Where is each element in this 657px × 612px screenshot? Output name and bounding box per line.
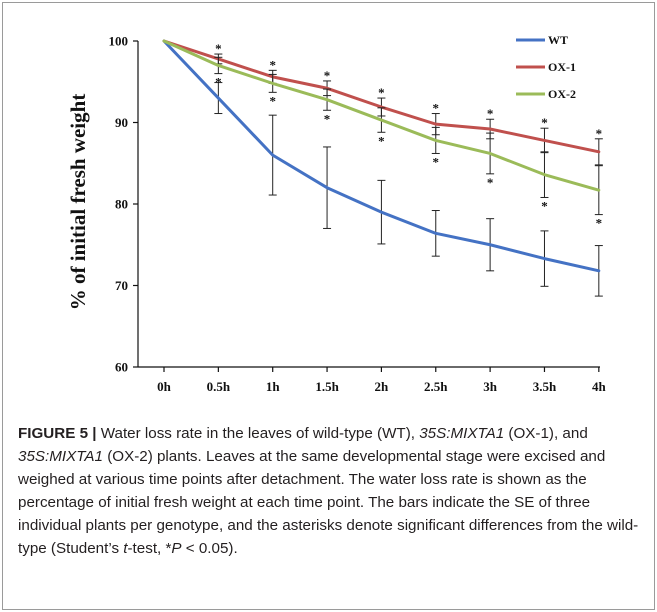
legend-label: WT [548, 33, 568, 47]
legend-item-wt: WT [516, 33, 568, 47]
caption-label: FIGURE 5 | [18, 425, 97, 442]
significance-asterisk: * [269, 57, 276, 72]
x-tick-label: 4h [592, 379, 607, 394]
x-tick-label: 1.5h [315, 379, 339, 394]
chart-legend: WT OX-1 OX-2 [516, 33, 576, 101]
chart-axes: 60 70 80 90 100 0h 0.5h 1h 1.5h 2h 2.5h 3h 3.5h 4h [109, 34, 607, 395]
legend-label: OX-2 [548, 87, 576, 101]
significance-asterisk: * [378, 85, 385, 100]
x-tick-label: 2.5h [424, 379, 448, 394]
x-tick-label: 3.5h [533, 379, 557, 394]
y-tick-label: 90 [115, 115, 128, 130]
significance-asterisk: * [324, 111, 331, 126]
significance-asterisk: * [487, 175, 494, 190]
x-tick-label: 2h [375, 379, 390, 394]
significance-asterisk: * [487, 106, 494, 121]
caption-text-4: -test, * [127, 540, 172, 557]
x-tick-label: 0.5h [207, 379, 231, 394]
significance-asterisk: * [433, 101, 440, 116]
x-tick-label: 1h [266, 379, 281, 394]
y-tick-label: 100 [109, 34, 129, 49]
significance-asterisk: * [324, 68, 331, 83]
significance-asterisk: * [541, 115, 548, 130]
legend-item-ox-2: OX-2 [516, 87, 576, 101]
legend-label: OX-1 [548, 60, 576, 74]
figure-caption: FIGURE 5 | Water loss rate in the leaves… [18, 422, 640, 560]
series-ox-2: * * * * * * * * [162, 39, 603, 231]
legend-item-ox-1: OX-1 [516, 60, 576, 74]
caption-text-2: (OX-1), and [504, 425, 588, 442]
series-wt [162, 39, 603, 297]
significance-asterisk: * [378, 133, 385, 148]
caption-t-symbol: t [123, 540, 128, 557]
significance-asterisk: * [596, 216, 603, 231]
significance-asterisk: * [215, 41, 222, 56]
y-tick-label: 70 [115, 278, 128, 293]
significance-asterisk: * [269, 93, 276, 108]
caption-construct-2: 35S:MIXTA1 [18, 448, 103, 465]
chart-plot-area: * * * * * * * * * * * * * * * * [162, 39, 603, 297]
y-tick-label: 60 [115, 360, 128, 375]
significance-asterisk: * [433, 154, 440, 169]
caption-text-3: (OX-2) plants. Leaves at the same develo… [18, 448, 639, 557]
significance-asterisk: * [541, 198, 548, 213]
x-tick-label: 3h [483, 379, 498, 394]
significance-asterisk: * [215, 75, 222, 90]
y-tick-label: 80 [115, 197, 128, 212]
caption-text-5: < 0.05). [181, 540, 238, 557]
x-tick-label: 0h [157, 379, 172, 394]
caption-p-symbol: P [171, 540, 182, 557]
caption-text-1: Water loss rate in the leaves of wild-ty… [96, 425, 420, 442]
significance-asterisk: * [596, 126, 603, 141]
y-axis-label: % of initial fresh weight [66, 94, 90, 311]
caption-construct-1: 35S:MIXTA1 [419, 425, 505, 442]
